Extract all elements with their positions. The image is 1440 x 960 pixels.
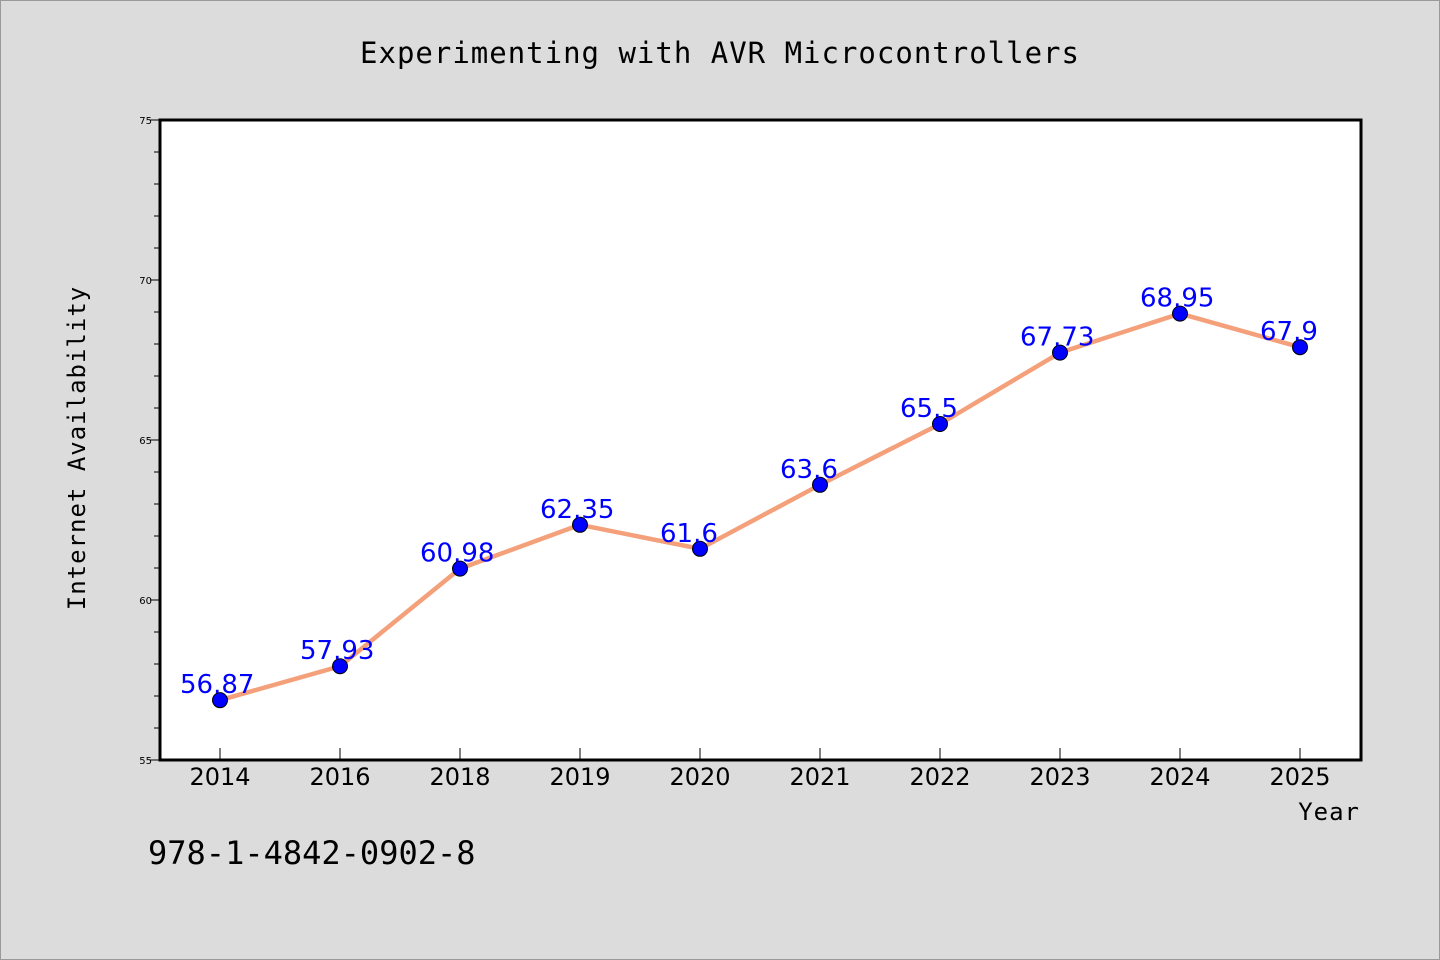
- x-axis-label: Year: [1298, 798, 1360, 826]
- y-tick-label: 65: [139, 436, 152, 447]
- data-labels: 56.87 57.93 60.98 62.35 61.6 63.6 65.5 67.73 68.…: [180, 284, 1318, 701]
- data-label: 67.73: [1020, 323, 1094, 353]
- y-tick-label: 60: [139, 596, 152, 607]
- data-label: 61.6: [660, 519, 718, 549]
- data-label: 62.35: [540, 495, 614, 525]
- isbn-footer: 978-1-4842-0902-8: [148, 834, 476, 872]
- x-tick-label: 2016: [309, 763, 370, 791]
- series-line: [219, 311, 1301, 703]
- y-tick-label: 70: [139, 276, 152, 287]
- y-axis-label: Internet Availability: [63, 286, 91, 610]
- x-tick-label: 2019: [549, 763, 610, 791]
- data-point: [1172, 305, 1188, 322]
- y-axis-ticks: 55 60 65 70 75: [139, 116, 160, 767]
- data-point: [932, 416, 948, 432]
- data-label: 63.6: [780, 455, 838, 485]
- data-point: [212, 692, 228, 709]
- data-point: [692, 540, 708, 557]
- data-point: [1052, 344, 1068, 361]
- data-label: 57.93: [300, 636, 374, 666]
- chart-title: Experimenting with AVR Microcontrollers: [360, 36, 1080, 70]
- x-tick-label: 2024: [1149, 763, 1210, 791]
- data-point: [812, 476, 828, 493]
- y-tick-label: 75: [139, 116, 152, 127]
- data-label: 68.95: [1140, 284, 1214, 314]
- x-tick-label: 2023: [1029, 763, 1090, 791]
- x-tick-label: 2021: [789, 763, 850, 791]
- data-label: 67.9: [1260, 317, 1318, 347]
- x-tick-label: 2020: [669, 763, 730, 791]
- data-point: [1292, 339, 1308, 356]
- data-point: [452, 560, 468, 577]
- data-label: 65.5: [900, 394, 958, 424]
- x-axis-ticks: 2014 2016 2018 2019 2020 2021 2022 2023 2024 2025: [189, 748, 1331, 791]
- y-tick-label: 55: [139, 756, 152, 767]
- plot-area: [158, 118, 1363, 762]
- data-point: [572, 516, 588, 533]
- x-tick-label: 2025: [1269, 763, 1330, 791]
- x-tick-label: 2014: [189, 763, 250, 791]
- data-label: 60.98: [420, 539, 494, 569]
- y-minor-ticks: [154, 151, 160, 729]
- data-point: [332, 658, 348, 675]
- x-tick-label: 2022: [909, 763, 970, 791]
- x-tick-label: 2018: [429, 763, 490, 791]
- data-label: 56.87: [180, 670, 254, 700]
- series-markers: [212, 305, 1308, 709]
